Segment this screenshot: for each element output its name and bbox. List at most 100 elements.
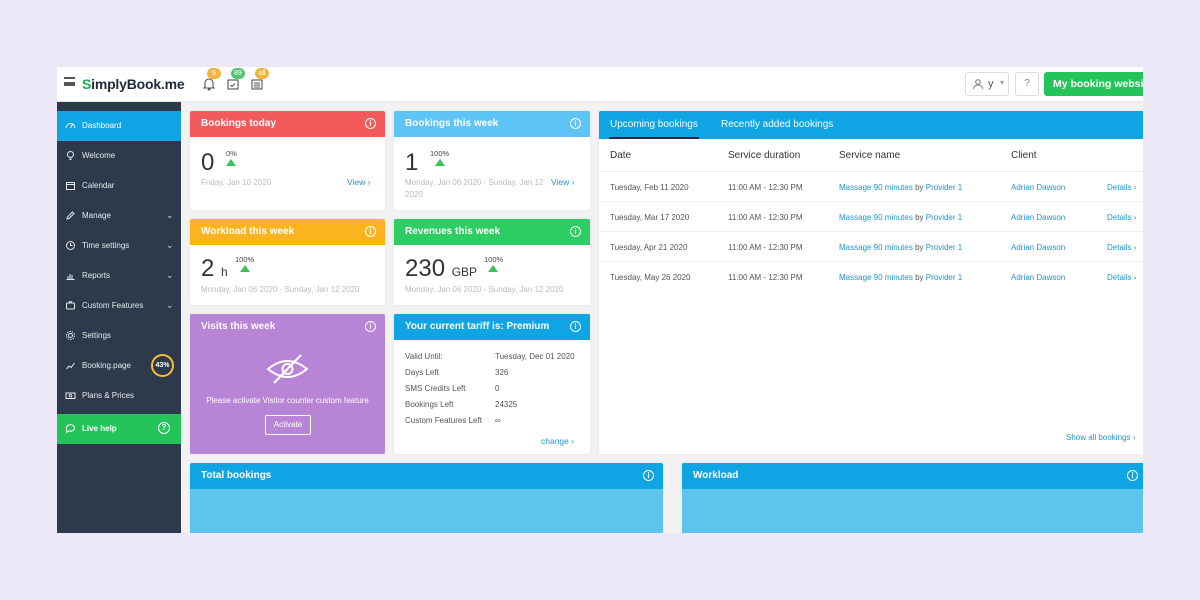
booking-date: Tuesday, Apr 21 2020	[610, 243, 688, 252]
visits-week-header: Visits this week i	[190, 314, 385, 340]
chevron-down-icon: ⌄	[166, 210, 174, 220]
tariff-label: SMS Credits Left	[405, 384, 466, 393]
calendar-icon	[66, 182, 75, 190]
info-icon[interactable]: i	[365, 118, 376, 129]
notifications-bell-icon[interactable]: 5	[201, 68, 221, 92]
booking-service: Massage 90 minutes by Provider 1	[839, 183, 963, 192]
bookings-today-pct: 0%	[226, 149, 237, 158]
eye-off-icon	[266, 354, 309, 384]
workload-week-title: Workload this week	[201, 226, 295, 237]
chevron-right-icon: ›	[367, 177, 371, 187]
booking-duration: 11:00 AM - 12:30 PM	[728, 213, 803, 222]
user-name: y	[988, 78, 994, 90]
provider-link[interactable]: Provider 1	[925, 243, 963, 252]
tab-upcoming-bookings[interactable]: Upcoming bookings	[609, 111, 699, 139]
info-icon[interactable]: i	[365, 226, 376, 237]
info-icon[interactable]: i	[365, 321, 376, 332]
sidebar-item-booking-page[interactable]: Booking.page 43%	[57, 351, 181, 381]
sidebar-item-welcome[interactable]: Welcome	[57, 141, 181, 171]
workload-week-header: Workload this week i	[190, 219, 385, 245]
bookings-list-icon[interactable]: all	[249, 68, 269, 92]
service-link[interactable]: Massage 90 minutes	[839, 273, 913, 282]
bookings-week-view-link[interactable]: View ›	[551, 177, 575, 187]
info-icon[interactable]: i	[570, 118, 581, 129]
client-link[interactable]: Adrian Dawson	[1011, 243, 1066, 252]
workload-week-date: Monday, Jan 06 2020 - Sunday, Jan 12 202…	[201, 285, 360, 294]
sidebar-item-time-settings[interactable]: Time settings ⌄	[57, 231, 181, 261]
revenues-week-title: Revenues this week	[405, 226, 501, 237]
provider-link[interactable]: Provider 1	[925, 213, 963, 222]
tariff-card: Your current tariff is: Premium i Valid …	[394, 314, 590, 454]
help-button[interactable]: ?	[1015, 72, 1039, 96]
tariff-value: 326	[495, 368, 509, 377]
info-icon[interactable]: i	[643, 470, 654, 481]
sidebar-item-live-help[interactable]: Live help ?	[57, 414, 181, 444]
sidebar-item-manage[interactable]: Manage ⌄	[57, 201, 181, 231]
sidebar-item-plans-prices[interactable]: Plans & Prices	[57, 381, 181, 411]
bookings-week-header: Bookings this week i	[394, 111, 590, 137]
provider-link[interactable]: Provider 1	[925, 273, 963, 282]
sidebar-item-custom-features[interactable]: Custom Features ⌄	[57, 291, 181, 321]
logo[interactable]: SimplyBook.me	[82, 76, 185, 92]
up-arrow-icon	[240, 265, 250, 272]
service-link[interactable]: Massage 90 minutes	[839, 213, 913, 222]
table-row[interactable]: Tuesday, Apr 21 2020 11:00 AM - 12:30 PM…	[599, 231, 1143, 261]
chevron-right-icon: ›	[1133, 183, 1137, 192]
sidebar-item-reports[interactable]: Reports ⌄	[57, 261, 181, 291]
revenues-week-date: Monday, Jan 06 2020 - Sunday, Jan 12 202…	[405, 285, 564, 294]
calendar-check-icon[interactable]: 89	[225, 68, 245, 92]
service-link[interactable]: Massage 90 minutes	[839, 183, 913, 192]
workload-week-value: 2 h	[201, 255, 228, 282]
info-icon[interactable]: i	[570, 321, 581, 332]
column-header-client: Client	[1011, 150, 1037, 161]
clock-icon	[66, 241, 75, 250]
user-icon	[973, 79, 983, 90]
hamburger-menu-icon[interactable]	[64, 77, 75, 86]
revenues-week-header: Revenues this week i	[394, 219, 590, 245]
puzzle-icon	[66, 301, 75, 310]
service-link[interactable]: Massage 90 minutes	[839, 243, 913, 252]
my-booking-website-button[interactable]: My booking website	[1044, 72, 1143, 96]
money-icon	[65, 392, 76, 399]
client-link[interactable]: Adrian Dawson	[1011, 213, 1066, 222]
sidebar-item-settings[interactable]: Settings	[57, 321, 181, 351]
booking-date: Tuesday, May 26 2020	[610, 273, 691, 282]
user-menu[interactable]: y ▾	[965, 72, 1009, 96]
bookings-week-title: Bookings this week	[405, 118, 499, 129]
details-link[interactable]: Details ›	[1107, 183, 1137, 192]
info-icon[interactable]: i	[1127, 470, 1138, 481]
bookings-today-title: Bookings today	[201, 118, 277, 129]
bookings-today-view-link[interactable]: View ›	[347, 177, 371, 187]
tariff-label: Custom Features Left	[405, 416, 482, 425]
details-link[interactable]: Details ›	[1107, 273, 1137, 282]
tab-recently-added-bookings[interactable]: Recently added bookings	[721, 119, 834, 130]
table-row[interactable]: Tuesday, Feb 11 2020 11:00 AM - 12:30 PM…	[599, 171, 1143, 201]
info-icon[interactable]: i	[570, 226, 581, 237]
tariff-value: ∞	[495, 416, 501, 425]
chevron-down-icon: ⌄	[166, 270, 174, 280]
workload-header: Workload i	[682, 463, 1143, 489]
total-bookings-card: Total bookings i	[190, 463, 663, 533]
bookings-week-card: Bookings this week i 1 100% Monday, Jan …	[394, 111, 590, 210]
tariff-change-link[interactable]: change ›	[541, 436, 575, 446]
visits-body	[190, 340, 385, 454]
dashboard-icon	[65, 123, 76, 129]
show-all-bookings-link[interactable]: Show all bookings ›	[1066, 433, 1136, 442]
booking-date: Tuesday, Feb 11 2020	[610, 183, 689, 192]
details-link[interactable]: Details ›	[1107, 243, 1137, 252]
up-arrow-icon	[226, 159, 236, 166]
sidebar-item-calendar[interactable]: Calendar	[57, 171, 181, 201]
visits-week-card: Visits this week i Please activate Visit…	[190, 314, 385, 454]
sidebar-item-dashboard[interactable]: Dashboard	[57, 111, 181, 141]
column-header-date: Date	[610, 150, 632, 161]
activate-button[interactable]: Activate	[265, 415, 311, 435]
provider-link[interactable]: Provider 1	[925, 183, 963, 192]
bar-chart-icon	[66, 274, 75, 280]
client-link[interactable]: Adrian Dawson	[1011, 183, 1066, 192]
gear-icon	[66, 331, 75, 340]
client-link[interactable]: Adrian Dawson	[1011, 273, 1066, 282]
chevron-right-icon: ›	[1132, 433, 1136, 442]
details-link[interactable]: Details ›	[1107, 213, 1137, 222]
table-row[interactable]: Tuesday, Mar 17 2020 11:00 AM - 12:30 PM…	[599, 201, 1143, 231]
table-row[interactable]: Tuesday, May 26 2020 11:00 AM - 12:30 PM…	[599, 261, 1143, 291]
